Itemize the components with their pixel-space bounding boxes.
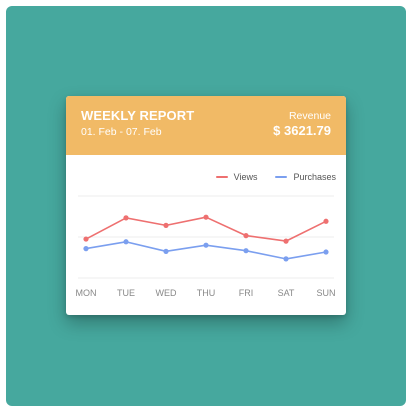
date-range: 01. Feb - 07. Feb bbox=[81, 126, 162, 138]
x-tick-label: SAT bbox=[278, 288, 295, 298]
x-tick-label: SUN bbox=[316, 288, 335, 298]
weekly-report-card: WEEKLY REPORT 01. Feb - 07. Feb Revenue … bbox=[66, 96, 346, 315]
chart-legend: Views Purchases bbox=[215, 172, 336, 182]
data-point-views bbox=[163, 222, 169, 228]
x-tick-label: TUE bbox=[117, 288, 135, 298]
data-point-purchases bbox=[123, 239, 129, 245]
data-point-views bbox=[83, 236, 89, 242]
data-point-views bbox=[323, 218, 329, 224]
card-header: WEEKLY REPORT 01. Feb - 07. Feb Revenue … bbox=[66, 96, 346, 155]
report-title: WEEKLY REPORT bbox=[81, 108, 195, 123]
x-tick-label: FRI bbox=[239, 288, 254, 298]
data-point-purchases bbox=[163, 248, 169, 254]
data-point-views bbox=[243, 233, 249, 239]
data-point-purchases bbox=[283, 256, 289, 262]
data-point-purchases bbox=[243, 248, 249, 254]
x-tick-label: MON bbox=[76, 288, 97, 298]
weekly-line-chart: MON TUE WED THU FRI SAT SUN bbox=[76, 195, 336, 298]
revenue-label: Revenue bbox=[288, 110, 331, 122]
series-line-views bbox=[85, 216, 327, 242]
data-point-purchases bbox=[83, 246, 89, 252]
data-point-views bbox=[283, 238, 289, 244]
data-point-views bbox=[203, 214, 209, 220]
revenue-value: $ 3621.79 bbox=[273, 123, 331, 138]
legend-swatch-views bbox=[215, 176, 228, 178]
legend-swatch-purchases bbox=[275, 176, 288, 178]
data-point-purchases bbox=[203, 242, 209, 248]
legend-item-views: Views bbox=[215, 172, 258, 182]
legend-item-purchases: Purchases bbox=[275, 172, 336, 182]
x-tick-label: THU bbox=[197, 288, 216, 298]
data-point-purchases bbox=[323, 249, 329, 255]
legend-label-purchases: Purchases bbox=[293, 172, 336, 182]
legend-label-views: Views bbox=[233, 172, 258, 182]
data-point-views bbox=[123, 215, 129, 221]
x-tick-label: WED bbox=[156, 288, 177, 298]
